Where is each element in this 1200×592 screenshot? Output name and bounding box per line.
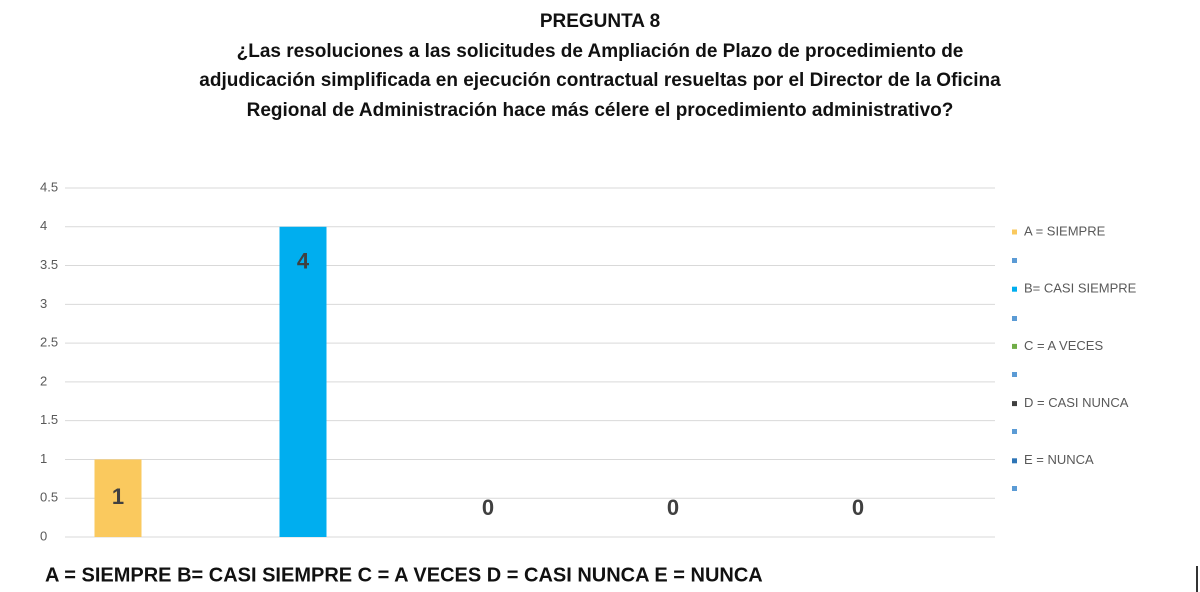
y-tick-label: 0.5 xyxy=(40,490,58,505)
chart-subtitle: ¿Las resoluciones a las solicitudes de A… xyxy=(237,41,964,62)
y-tick-label: 1.5 xyxy=(40,412,58,427)
data-label: 0 xyxy=(667,495,679,520)
legend-marker xyxy=(1012,316,1017,321)
chart-subtitle: adjudicación simplificada en ejecución c… xyxy=(199,70,1001,91)
legend-marker xyxy=(1012,258,1017,263)
chart-title: PREGUNTA 8 xyxy=(540,11,660,32)
legend-marker xyxy=(1012,372,1017,377)
bar xyxy=(94,459,142,537)
legend-label: D = CASI NUNCA xyxy=(1024,395,1129,410)
legend-marker xyxy=(1012,401,1017,407)
legend-marker xyxy=(1012,286,1017,292)
legend-label: E = NUNCA xyxy=(1024,452,1094,467)
y-tick-label: 2 xyxy=(40,373,47,388)
data-label: 1 xyxy=(112,484,124,509)
y-tick-label: 2.5 xyxy=(40,335,58,350)
legend-blank-markers xyxy=(1012,258,1017,491)
y-tick-label: 3.5 xyxy=(40,257,58,272)
legend-label: C = A VECES xyxy=(1024,338,1103,353)
chart-subtitle: Regional de Administración hace más céle… xyxy=(247,100,954,121)
legend-marker xyxy=(1012,229,1017,235)
legend-label: B= CASI SIEMPRE xyxy=(1024,281,1137,296)
bar xyxy=(279,226,327,537)
y-tick-label: 0 xyxy=(40,528,47,543)
legend-marker xyxy=(1012,486,1017,491)
data-label: 0 xyxy=(852,495,864,520)
y-tick-label: 1 xyxy=(40,451,47,466)
legend-marker xyxy=(1012,458,1017,464)
y-tick-label: 3 xyxy=(40,296,47,311)
annotation: A = SIEMPRE B= CASI SIEMPRE C = A VECES … xyxy=(45,564,763,586)
legend-label: A = SIEMPRE xyxy=(1024,223,1106,238)
data-label: 0 xyxy=(482,495,494,520)
y-tick-label: 4.5 xyxy=(40,179,58,194)
y-tick-label: 4 xyxy=(40,218,47,233)
data-label: 4 xyxy=(297,249,310,274)
legend-marker xyxy=(1012,429,1017,434)
legend-marker xyxy=(1012,343,1017,349)
